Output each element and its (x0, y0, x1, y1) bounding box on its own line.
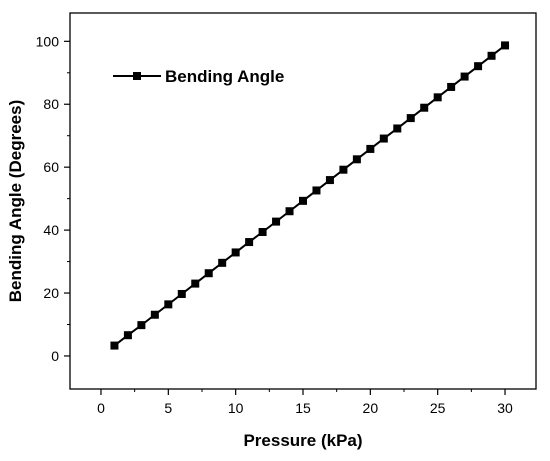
x-tick-label: 15 (295, 400, 311, 416)
x-tick-label: 25 (430, 400, 446, 416)
data-point-marker (150, 310, 159, 319)
data-point-marker (177, 289, 186, 298)
data-point-marker (312, 186, 321, 195)
data-point-marker (110, 341, 119, 350)
data-point-marker (433, 93, 442, 102)
y-tick-label: 20 (43, 285, 59, 301)
legend-label: Bending Angle (165, 67, 284, 86)
x-tick-label: 30 (497, 400, 513, 416)
data-point-marker (474, 62, 483, 71)
data-point-marker (487, 51, 496, 60)
data-point-marker (339, 165, 348, 174)
data-point-marker (204, 269, 213, 278)
data-point-marker (191, 279, 200, 288)
y-axis-ticks: 0 20 40 60 80 100 (36, 33, 70, 364)
series-layer (110, 41, 510, 350)
data-point-marker (123, 331, 132, 340)
y-tick-label: 60 (43, 159, 59, 175)
x-tick-label: 10 (228, 400, 244, 416)
x-axis-ticks: 0 5 10 15 20 25 30 (97, 389, 513, 416)
data-point-marker (245, 238, 254, 247)
data-point-marker (137, 321, 146, 330)
y-axis-title: Bending Angle (Degrees) (6, 100, 25, 302)
data-point-marker (393, 124, 402, 133)
data-point-marker (325, 176, 334, 185)
data-point-marker (447, 82, 456, 91)
data-point-marker (272, 217, 281, 226)
legend-marker (133, 72, 141, 80)
data-point-marker (218, 258, 227, 267)
x-axis-title: Pressure (kPa) (243, 431, 362, 450)
x-tick-label: 0 (97, 400, 105, 416)
data-point-marker (285, 207, 294, 216)
x-tick-label: 20 (363, 400, 379, 416)
data-point-marker (231, 248, 240, 257)
data-point-marker (299, 196, 307, 205)
data-point-marker (352, 155, 361, 164)
data-point-marker (501, 41, 510, 50)
y-tick-label: 40 (43, 222, 59, 238)
y-tick-label: 80 (43, 96, 59, 112)
data-point-marker (366, 144, 375, 153)
data-point-marker (379, 134, 388, 143)
y-tick-label: 0 (51, 348, 59, 364)
y-tick-label: 100 (36, 33, 60, 49)
data-point-marker (258, 227, 267, 236)
x-tick-label: 5 (164, 400, 172, 416)
data-point-marker (420, 103, 429, 112)
legend: Bending Angle (113, 67, 284, 86)
data-point-marker (164, 300, 173, 309)
data-point-marker (460, 72, 469, 81)
data-point-marker (406, 114, 415, 123)
